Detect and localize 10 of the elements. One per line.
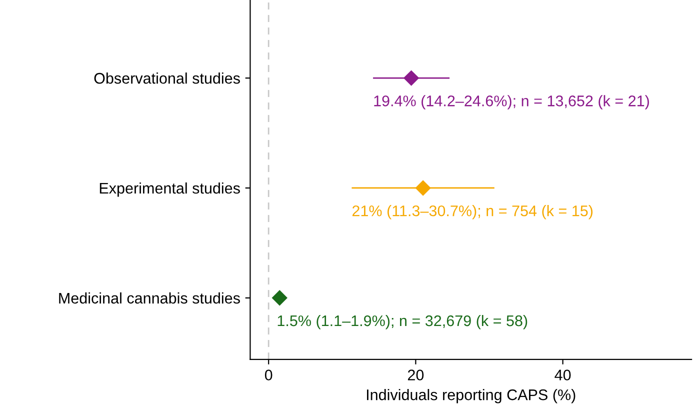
x-tick-label: 40 bbox=[554, 370, 571, 380]
x-axis-title: Individuals reporting CAPS (%) bbox=[366, 389, 576, 404]
x-tick-label: 20 bbox=[408, 370, 424, 380]
x-tick-label: 0 bbox=[264, 370, 272, 380]
data-label: 19.4% (14.2–24.6%); n = 13,652 (k = 21) bbox=[374, 95, 649, 110]
y-tick-label: Observational studies bbox=[94, 72, 240, 84]
data-label: 21% (11.3–30.7%); n = 754 (k = 15) bbox=[352, 205, 593, 220]
y-tick-label: Experimental studies bbox=[100, 182, 240, 197]
y-tick-label: Medicinal cannabis studies bbox=[59, 292, 240, 304]
data-label: 1.5% (1.1–1.9%); n = 32,679 (k = 58) bbox=[278, 314, 528, 330]
